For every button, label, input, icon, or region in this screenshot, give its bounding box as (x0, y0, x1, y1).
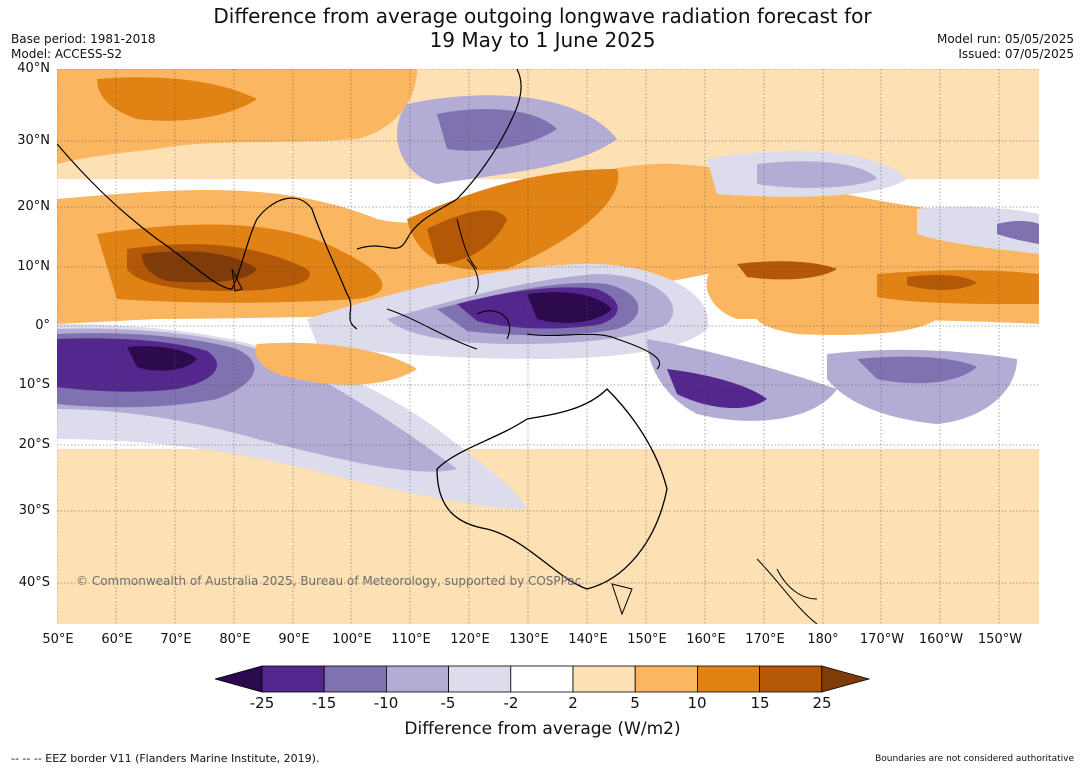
lat-label-20n: 20°N (17, 199, 50, 214)
lon-label-60e: 60°E (101, 632, 133, 647)
lon-label-110e: 110°E (391, 632, 431, 647)
philippines-coastline (456, 218, 479, 295)
base-period: Base period: 1981-2018 (11, 32, 156, 46)
colorbar-bin-9 (759, 665, 823, 693)
lon-label-170w: 170°W (859, 632, 905, 647)
copyright-notice: © Commonwealth of Australia 2025, Bureau… (76, 574, 582, 588)
lon-label-150e: 150°E (627, 632, 667, 647)
sri-lanka-coastline (231, 268, 243, 292)
lon-label-120e: 120°E (450, 632, 490, 647)
map-canvas (57, 69, 1039, 624)
australia-coastline (436, 388, 668, 590)
lon-label-150w: 150°W (977, 632, 1023, 647)
lat-label-30n: 30°N (17, 133, 50, 148)
lat-label-10n: 10°N (17, 259, 50, 274)
new-zealand-coastline (756, 558, 818, 624)
colorbar-title: Difference from average (W/m2) (404, 719, 681, 739)
anomaly-band-south (57, 449, 1039, 624)
model-name: Model: ACCESS-S2 (11, 47, 123, 61)
colorbar-bin-5 (510, 665, 574, 693)
colorbar-bin-2 (323, 665, 387, 693)
lon-label-100e: 100°E (332, 632, 372, 647)
lat-label-10s: 10°S (18, 377, 50, 392)
east-asia-coastline (356, 69, 522, 250)
lat-label-40s: 40°S (18, 575, 50, 590)
indonesia-coastline (386, 308, 660, 370)
lat-label-20s: 20°S (18, 437, 50, 452)
issued-date: Issued: 07/05/2025 (958, 47, 1074, 61)
colorbar-tick-neg15: -15 (311, 694, 337, 712)
lat-label-0: 0° (35, 318, 50, 333)
colorbar-tick-25: 25 (812, 694, 832, 712)
lon-label-90e: 90°E (278, 632, 310, 647)
anomaly-map (57, 69, 1039, 624)
lon-label-180: 180° (807, 632, 839, 647)
colorbar-bin-6 (572, 665, 636, 693)
title-line-1: Difference from average outgoing longwav… (213, 4, 872, 28)
lat-label-30s: 30°S (18, 503, 50, 518)
lon-label-130e: 130°E (509, 632, 549, 647)
colorbar-extend-low (215, 665, 263, 693)
colorbar-tick-neg25: -25 (249, 694, 275, 712)
map-title: Difference from average outgoing longwav… (0, 4, 1085, 52)
lon-label-160e: 160°E (686, 632, 726, 647)
tasmania-coastline (611, 583, 633, 616)
colorbar-bin-7 (634, 665, 698, 693)
model-run: Model run: 05/05/2025 (936, 32, 1074, 46)
colorbar-tick-neg2: -2 (503, 694, 519, 712)
colorbar-tick-10: 10 (687, 694, 707, 712)
lat-label-40n: 40°N (17, 61, 50, 76)
eez-legend-note: -- -- -- EEZ border V11 (Flanders Marine… (11, 752, 320, 765)
colorbar-bin-1 (261, 665, 325, 693)
colorbar-tick-15: 15 (750, 694, 770, 712)
lon-label-50e: 50°E (42, 632, 74, 647)
lon-label-70e: 70°E (160, 632, 192, 647)
boundaries-disclaimer: Boundaries are not considered authoritat… (875, 754, 1074, 764)
colorbar-bin-8 (696, 665, 760, 693)
colorbar-tick-5: 5 (630, 694, 640, 712)
colorbar-tick-neg5: -5 (440, 694, 456, 712)
colorbar-bin-4 (448, 665, 512, 693)
south-asia-coastline (57, 143, 358, 330)
lon-label-80e: 80°E (219, 632, 251, 647)
lon-label-140e: 140°E (568, 632, 608, 647)
title-line-2: 19 May to 1 June 2025 (429, 28, 656, 52)
colorbar (215, 665, 871, 693)
colorbar-tick-2: 2 (568, 694, 578, 712)
meta-right: Model run: 05/05/2025 Issued: 07/05/2025 (937, 32, 1074, 62)
graticule (57, 69, 1039, 624)
colorbar-tick-neg10: -10 (373, 694, 399, 712)
colorbar-bin-3 (385, 665, 449, 693)
lon-label-160w: 160°W (918, 632, 964, 647)
lon-label-170e: 170°E (745, 632, 785, 647)
colorbar-extend-high (821, 665, 871, 693)
meta-left: Base period: 1981-2018 Model: ACCESS-S2 (11, 32, 156, 62)
